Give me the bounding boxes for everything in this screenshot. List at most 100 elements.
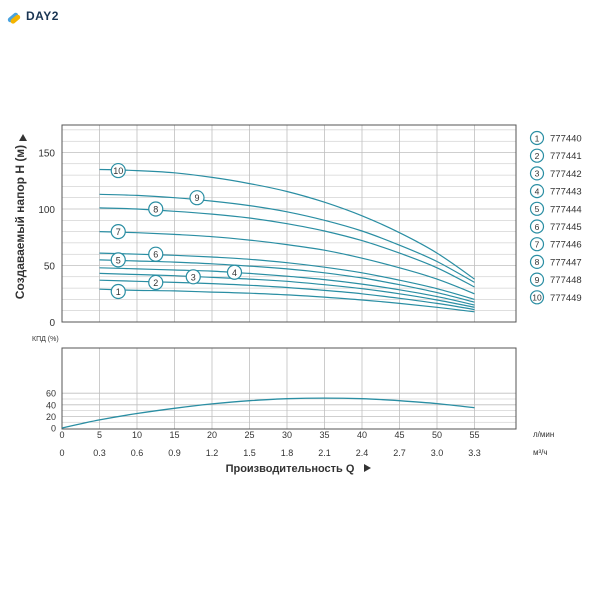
efficiency-y-axis-label: КПД (%) (32, 336, 59, 343)
legend-code: 777448 (550, 275, 582, 286)
legend-number: 6 (535, 222, 540, 232)
head-curve-4 (99, 267, 475, 306)
efficiency-curve (61, 397, 475, 429)
legend-marker (529, 272, 545, 287)
efficiency-y-tick-label: 60 (46, 389, 56, 399)
head-y-tick-labels: 0 50 100 150 (38, 149, 55, 330)
legend-code: 777441 (550, 151, 582, 162)
curve-label-9: 9 (189, 190, 205, 206)
legend-number: 4 (535, 186, 540, 196)
legend-marker (529, 254, 545, 269)
efficiency-chart-grid (62, 348, 516, 429)
logo-text: DAY2 (26, 9, 59, 23)
legend-code: 777440 (550, 134, 582, 145)
curve-label-7: 7 (110, 224, 126, 240)
legend-code: 777446 (550, 240, 582, 251)
head-curve-10 (99, 168, 475, 280)
x-tick-label-lpm: 20 (207, 430, 217, 440)
x-tick-label-lpm: 50 (432, 430, 442, 440)
head-curve-1 (99, 288, 475, 313)
legend-item-6: 6 777445 (529, 219, 582, 234)
x-tick-label-m3h: 2.1 (318, 448, 331, 458)
legend-marker (529, 184, 545, 199)
x-tick-label-m3h: 0.3 (93, 448, 106, 458)
curve-label-text: 4 (232, 268, 237, 278)
head-curve-9 (99, 193, 475, 283)
curve-label-5: 5 (110, 252, 126, 268)
legend-item-8: 8 777447 (529, 254, 582, 269)
curve-label-circle (148, 246, 164, 262)
legend: 1 777440 2 777441 3 777442 4 777443 5 777444 6 7774… (529, 130, 582, 305)
efficiency-chart-frame (61, 347, 517, 430)
x-tick-label-m3h: 0.6 (131, 448, 144, 458)
curve-label-10: 10 (110, 162, 126, 179)
curve-label-circle (110, 224, 126, 240)
curve-label-text: 10 (113, 166, 123, 176)
curve-label-circle (110, 283, 126, 300)
curve-label-circle (148, 201, 164, 217)
legend-code: 777443 (550, 187, 582, 198)
x-tick-label-lpm: 45 (394, 430, 404, 440)
curve-label-text: 5 (116, 255, 121, 265)
x-tick-label-lpm: 40 (357, 430, 367, 440)
curve-label-1: 1 (110, 283, 126, 300)
x-axis-arrow-icon (364, 464, 371, 472)
x-tick-label-m3h: 0 (59, 448, 64, 458)
x-tick-label-m3h: 1.2 (206, 448, 219, 458)
efficiency-y-tick-label: 0 (51, 424, 56, 434)
legend-code: 777449 (550, 293, 582, 304)
curve-label-text: 8 (153, 205, 158, 215)
legend-item-1: 1 777440 (529, 130, 582, 146)
x-tick-label-lpm: 15 (169, 430, 179, 440)
head-curve-labels: 10 9 8 7 6 5 4 3 2 1 (110, 162, 243, 300)
head-curve-3 (99, 272, 475, 308)
x-tick-label-lpm: 30 (282, 430, 292, 440)
legend-marker (529, 219, 545, 234)
legend-item-3: 3 777442 (529, 166, 582, 181)
legend-item-9: 9 777448 (529, 272, 582, 287)
legend-number: 2 (535, 151, 540, 161)
x-axis-label: Производительность Q (226, 463, 355, 475)
y-axis-arrow-icon (19, 134, 27, 141)
head-curve-6 (99, 252, 475, 300)
legend-number: 9 (535, 275, 540, 285)
head-y-axis-label: Создаваемый напор H (м) (13, 145, 27, 299)
head-y-tick-label: 100 (38, 205, 55, 216)
curve-label-text: 6 (153, 250, 158, 260)
x-tick-label-m3h: 1.8 (281, 448, 294, 458)
x-tick-label-lpm: 10 (132, 430, 142, 440)
head-y-tick-label: 0 (49, 318, 55, 329)
curve-label-4: 4 (226, 264, 243, 280)
curve-label-circle (185, 269, 201, 285)
efficiency-y-tick-label: 20 (46, 412, 56, 422)
legend-marker (529, 148, 545, 163)
legend-number: 10 (532, 293, 542, 303)
legend-code: 777447 (550, 257, 582, 268)
legend-number: 5 (535, 204, 540, 214)
curve-label-6: 6 (148, 246, 164, 262)
unit-lpm-label: л/мин (533, 430, 554, 439)
curve-label-circle (226, 264, 243, 280)
head-curve-5 (99, 259, 475, 303)
x-tick-label-m3h: 3.0 (431, 448, 444, 458)
brand-logo: DAY2 (6, 8, 76, 30)
x-tick-labels-lpm: 0 5 10 15 20 25 30 35 40 45 50 55 (59, 430, 479, 440)
legend-item-7: 7 777446 (529, 237, 582, 252)
head-y-tick-label: 50 (44, 262, 56, 273)
legend-item-10: 10 777449 (529, 290, 582, 305)
curve-label-2: 2 (148, 274, 164, 291)
x-tick-label-m3h: 2.7 (393, 448, 406, 458)
curve-label-circle (110, 162, 126, 179)
unit-m3h-label: м³/ч (533, 448, 548, 457)
legend-code: 777444 (550, 204, 582, 215)
curve-label-text: 3 (191, 272, 196, 282)
legend-marker (529, 290, 545, 305)
legend-number: 1 (535, 133, 540, 143)
curve-label-circle (189, 190, 205, 206)
head-curves (99, 168, 475, 313)
x-tick-labels-m3h: 0 0.3 0.6 0.9 1.2 1.5 1.8 2.1 2.4 2.7 3.0 3.3 (59, 448, 480, 458)
head-chart-grid (62, 125, 516, 322)
legend-item-5: 5 777444 (529, 201, 582, 216)
